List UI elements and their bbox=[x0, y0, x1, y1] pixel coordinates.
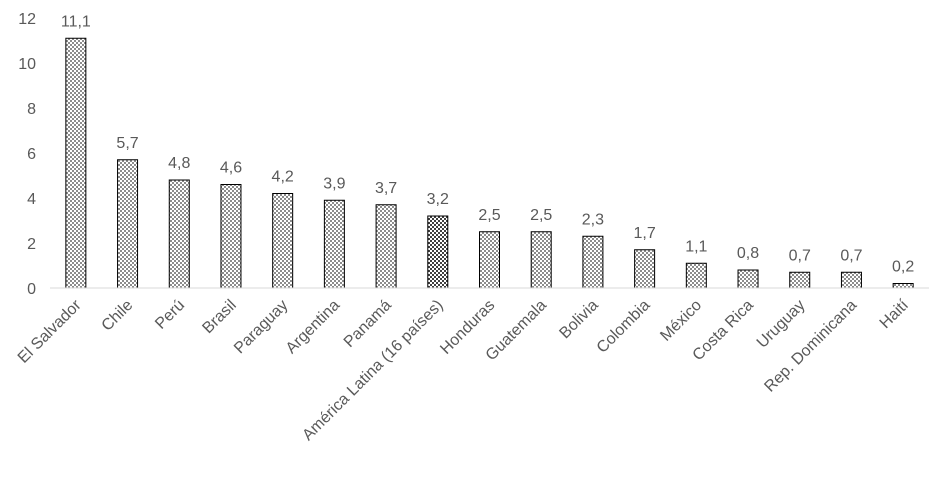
bar bbox=[634, 249, 656, 289]
x-tick-label: Brasil bbox=[199, 297, 239, 337]
value-label: 1,7 bbox=[633, 225, 655, 242]
y-tick-label: 10 bbox=[18, 56, 36, 73]
bar bbox=[272, 193, 294, 289]
y-tick-label: 0 bbox=[27, 281, 36, 298]
bar bbox=[375, 204, 397, 289]
bar bbox=[530, 231, 552, 289]
value-label: 0,7 bbox=[789, 247, 811, 264]
value-label: 3,9 bbox=[323, 175, 345, 192]
value-label: 2,5 bbox=[530, 207, 552, 224]
x-tick-label: México bbox=[657, 297, 705, 345]
bar bbox=[117, 159, 139, 289]
bar bbox=[892, 283, 914, 289]
bar bbox=[582, 235, 604, 289]
value-label: 0,2 bbox=[892, 259, 914, 276]
value-label: 4,8 bbox=[168, 155, 190, 172]
value-label: 2,5 bbox=[478, 207, 500, 224]
y-tick-label: 4 bbox=[27, 191, 36, 208]
bar bbox=[789, 271, 811, 289]
value-label: 11,1 bbox=[61, 13, 91, 30]
value-label: 0,7 bbox=[840, 247, 862, 264]
x-tick-label: El Salvador bbox=[15, 296, 85, 366]
x-tick-label: Chile bbox=[99, 297, 137, 335]
y-tick-label: 12 bbox=[18, 11, 36, 28]
bar bbox=[427, 215, 449, 289]
bar bbox=[479, 231, 500, 289]
value-label: 3,2 bbox=[427, 191, 449, 208]
bar bbox=[168, 179, 190, 289]
bar bbox=[840, 271, 862, 289]
x-tick-label: Panamá bbox=[341, 297, 395, 351]
x-tick-label: Haití bbox=[877, 296, 913, 332]
y-tick-label: 2 bbox=[27, 236, 36, 253]
value-label: 0,8 bbox=[737, 245, 759, 262]
x-tick-label: Colombia bbox=[594, 297, 654, 357]
bar bbox=[65, 37, 87, 289]
x-tick-label: Paraguay bbox=[231, 297, 291, 357]
x-tick-label: Perú bbox=[152, 297, 188, 333]
y-tick-label: 6 bbox=[27, 146, 36, 163]
value-label: 2,3 bbox=[582, 211, 604, 228]
y-tick-label: 8 bbox=[27, 101, 36, 118]
bar bbox=[737, 269, 759, 289]
bar bbox=[220, 184, 242, 289]
bar bbox=[323, 199, 345, 289]
x-tick-label: Argentina bbox=[283, 297, 344, 358]
bar bbox=[685, 262, 707, 289]
value-label: 5,7 bbox=[116, 135, 138, 152]
x-tick-label: Rep. Dominicana bbox=[761, 297, 860, 396]
value-label: 4,6 bbox=[220, 160, 242, 177]
value-label: 1,1 bbox=[685, 238, 707, 255]
value-label: 4,2 bbox=[272, 169, 294, 186]
x-tick-label: Bolivia bbox=[556, 297, 601, 342]
value-label: 3,7 bbox=[375, 180, 397, 197]
